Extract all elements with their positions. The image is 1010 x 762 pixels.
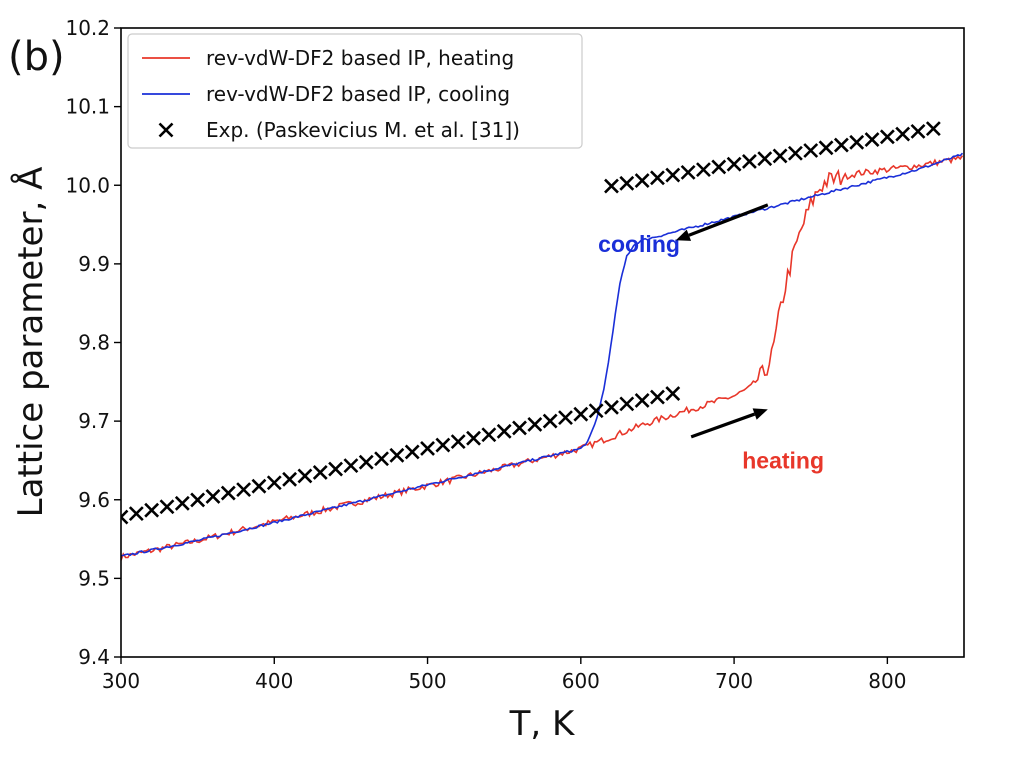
- exp-marker: [496, 423, 512, 439]
- series-line-1: [121, 152, 964, 557]
- exp-marker: [251, 478, 267, 494]
- exp-marker: [619, 175, 635, 191]
- exp-marker: [220, 485, 236, 501]
- x-tick-label: 300: [102, 669, 140, 693]
- exp-marker: [849, 134, 865, 150]
- exp-marker: [481, 427, 497, 443]
- x-axis-ticks: 300 400 500 600 700 800: [102, 657, 906, 693]
- exp-marker: [343, 458, 359, 474]
- exp-marker: [634, 173, 650, 188]
- legend-box: [127, 33, 583, 149]
- exp-marker: [297, 468, 313, 484]
- exp-marker: [741, 154, 757, 169]
- exp-marker: [205, 489, 221, 504]
- annotation-heating: heating: [742, 447, 824, 473]
- exp-marker: [803, 143, 819, 158]
- exp-marker: [236, 482, 252, 498]
- exp-marker: [634, 393, 650, 408]
- exp-marker: [159, 499, 175, 515]
- y-tick-label: 10.2: [65, 16, 110, 40]
- y-tick-label: 9.5: [78, 566, 110, 590]
- exp-marker: [266, 475, 282, 491]
- exp-marker: [650, 170, 665, 186]
- y-tick-label: 9.8: [78, 331, 110, 355]
- exp-marker: [895, 126, 911, 142]
- exp-marker: [588, 403, 604, 419]
- y-tick-label: 10.0: [65, 173, 110, 197]
- exp-marker: [696, 162, 711, 178]
- exp-marker: [450, 434, 466, 450]
- legend: rev-vdW-DF2 based IP, heating rev-vdW-DF2…: [127, 33, 583, 149]
- exp-marker: [833, 137, 849, 153]
- exp-marker: [328, 461, 344, 477]
- exp-marker: [650, 389, 665, 405]
- arrow-shaft-1: [690, 412, 756, 439]
- x-axis-label: T, K: [509, 704, 576, 744]
- exp-marker: [604, 399, 619, 415]
- exp-marker: [190, 492, 206, 508]
- series-line-0: [121, 155, 964, 561]
- exp-marker: [864, 132, 880, 147]
- exp-marker: [604, 178, 619, 194]
- exp-marker: [879, 129, 895, 145]
- exp-marker: [527, 417, 543, 432]
- exp-marker: [619, 396, 635, 412]
- y-tick-label: 9.4: [78, 645, 110, 669]
- exp-marker: [910, 123, 926, 139]
- y-tick-label: 9.7: [78, 409, 110, 433]
- y-tick-label: 9.9: [78, 252, 110, 276]
- arrow-head-0: [675, 229, 692, 241]
- y-tick-label: 10.1: [65, 95, 110, 119]
- exp-marker: [711, 159, 727, 175]
- x-tick-label: 800: [868, 669, 906, 693]
- x-tick-label: 400: [255, 669, 293, 693]
- exp-marker: [389, 447, 405, 463]
- y-axis-label: Lattice parameter, Å: [10, 167, 51, 518]
- arrow-head-1: [752, 408, 768, 420]
- exp-marker: [174, 495, 190, 511]
- annotations: cooling heating: [598, 203, 824, 473]
- exp-marker: [420, 441, 435, 456]
- exp-marker: [512, 420, 527, 436]
- exp-marker: [404, 444, 420, 460]
- annotation-cooling: cooling: [598, 231, 680, 257]
- exp-marker: [358, 454, 374, 470]
- exp-marker: [726, 156, 742, 172]
- exp-marker: [542, 413, 558, 429]
- exp-marker: [282, 471, 298, 487]
- exp-marker: [665, 386, 681, 402]
- exp-marker: [787, 145, 803, 161]
- exp-marker: [665, 167, 681, 183]
- exp-marker: [925, 121, 941, 137]
- exp-marker: [558, 410, 573, 426]
- x-tick-label: 700: [715, 669, 753, 693]
- x-tick-label: 600: [562, 669, 600, 693]
- legend-label-0: rev-vdW-DF2 based IP, heating: [206, 46, 514, 70]
- panel-label: (b): [8, 34, 65, 80]
- exp-marker: [573, 406, 589, 422]
- y-axis-ticks: 9.4 9.5 9.6 9.7 9.8 9.9 10.0 10.1 10.2: [65, 16, 121, 669]
- legend-label-2: Exp. (Paskevicius M. et al. [31]): [206, 118, 520, 142]
- exp-marker: [121, 509, 129, 525]
- exp-marker: [466, 430, 481, 446]
- arrow-shaft-0: [688, 203, 769, 237]
- exp-marker: [312, 465, 328, 480]
- exp-marker: [772, 148, 788, 164]
- exp-marker: [818, 140, 834, 156]
- exp-marker: [128, 506, 144, 522]
- exp-marker: [435, 437, 451, 453]
- legend-swatch-2: [158, 122, 174, 138]
- exp-marker: [757, 151, 773, 167]
- legend-label-1: rev-vdW-DF2 based IP, cooling: [206, 82, 510, 106]
- x-tick-label: 500: [408, 669, 446, 693]
- exp-marker: [374, 451, 389, 467]
- y-tick-label: 9.6: [78, 488, 110, 512]
- exp-marker: [144, 502, 160, 518]
- exp-marker: [680, 164, 696, 180]
